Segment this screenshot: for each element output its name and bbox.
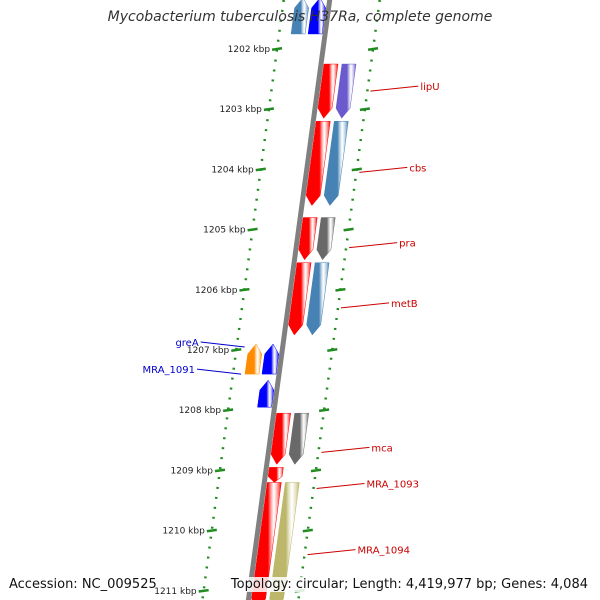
left-major-tick	[231, 348, 242, 352]
right-major-tick	[335, 287, 346, 292]
gene-label: cbs	[409, 163, 426, 174]
right-major-tick	[343, 227, 354, 232]
right-major-tick	[367, 47, 379, 51]
feature-arrow-13	[270, 412, 291, 465]
feature-arrow-7	[316, 217, 336, 261]
gene-label: MRA_1094	[358, 546, 410, 557]
feature-arrow-1	[290, 0, 309, 35]
feature-arrow-8	[288, 262, 312, 336]
feature-arrow-3	[335, 63, 357, 119]
feature-arrow-12	[257, 379, 275, 408]
feature-arrow-0	[307, 0, 326, 35]
left-major-tick	[214, 468, 226, 473]
feature-arrow-4	[305, 120, 331, 206]
tick-label: 1207 kbp	[187, 346, 230, 356]
feature-layer	[244, 0, 357, 600]
feature-arrow-10	[244, 343, 262, 375]
tick-label: 1209 kbp	[171, 466, 214, 476]
left-major-tick	[271, 47, 283, 51]
right-major-tick	[359, 107, 371, 112]
gene-label: greA	[175, 338, 198, 349]
genome-title: Mycobacterium tuberculosis H37Ra, comple…	[107, 9, 493, 25]
left-tick-ring	[201, 0, 285, 600]
feature-arrow-2	[317, 63, 339, 119]
feature-arrow-14	[288, 412, 309, 465]
gene-label: lipU	[420, 82, 439, 93]
gene-label: pra	[399, 239, 416, 250]
gene-label: metB	[391, 299, 418, 310]
gene-label: MRA_1093	[367, 479, 419, 490]
tick-label: 1210 kbp	[162, 527, 205, 537]
tick-label: 1208 kbp	[179, 406, 222, 416]
left-major-tick	[247, 227, 258, 232]
genome-backbone	[245, 0, 333, 600]
label-leader-line	[316, 482, 365, 489]
gene-label: mca	[371, 443, 392, 454]
label-leader-line	[200, 341, 245, 348]
feature-arrow-6	[298, 217, 318, 261]
tick-label: 1206 kbp	[195, 286, 238, 296]
label-leader-line	[370, 85, 419, 92]
right-major-tick	[310, 468, 322, 473]
tick-label: 1202 kbp	[228, 45, 271, 55]
genome-info-text: Topology: circular; Length: 4,419,977 bp…	[228, 577, 590, 592]
feature-arrow-11	[261, 343, 279, 375]
right-major-tick	[318, 408, 330, 413]
tick-label: 1211 kbp	[154, 587, 197, 597]
tick-label: 1203 kbp	[219, 105, 262, 115]
feature-arrow-9	[306, 262, 330, 336]
right-tick-ring	[297, 0, 381, 600]
gene-label: MRA_1091	[143, 365, 195, 376]
right-major-tick	[302, 528, 313, 533]
label-leader-line	[340, 302, 390, 309]
tick-label: 1205 kbp	[203, 226, 246, 236]
label-leader-line	[359, 166, 408, 173]
feature-arrow-15	[267, 467, 284, 483]
label-leader-line	[349, 242, 398, 249]
right-major-tick	[327, 348, 338, 352]
backbone-layer	[245, 0, 333, 600]
label-leader-line	[196, 368, 242, 375]
left-major-tick	[263, 107, 275, 112]
left-major-tick	[198, 588, 209, 593]
tick-label: 1204 kbp	[211, 165, 254, 175]
left-major-tick	[206, 528, 217, 533]
accession-text: Accession: NC_009525	[9, 577, 157, 592]
label-leader-line	[321, 446, 370, 453]
left-major-tick	[239, 287, 250, 292]
feature-arrow-5	[323, 120, 349, 206]
left-major-tick	[255, 167, 266, 172]
right-major-tick	[351, 167, 362, 172]
left-major-tick	[222, 408, 234, 413]
label-leader-line	[307, 549, 356, 556]
